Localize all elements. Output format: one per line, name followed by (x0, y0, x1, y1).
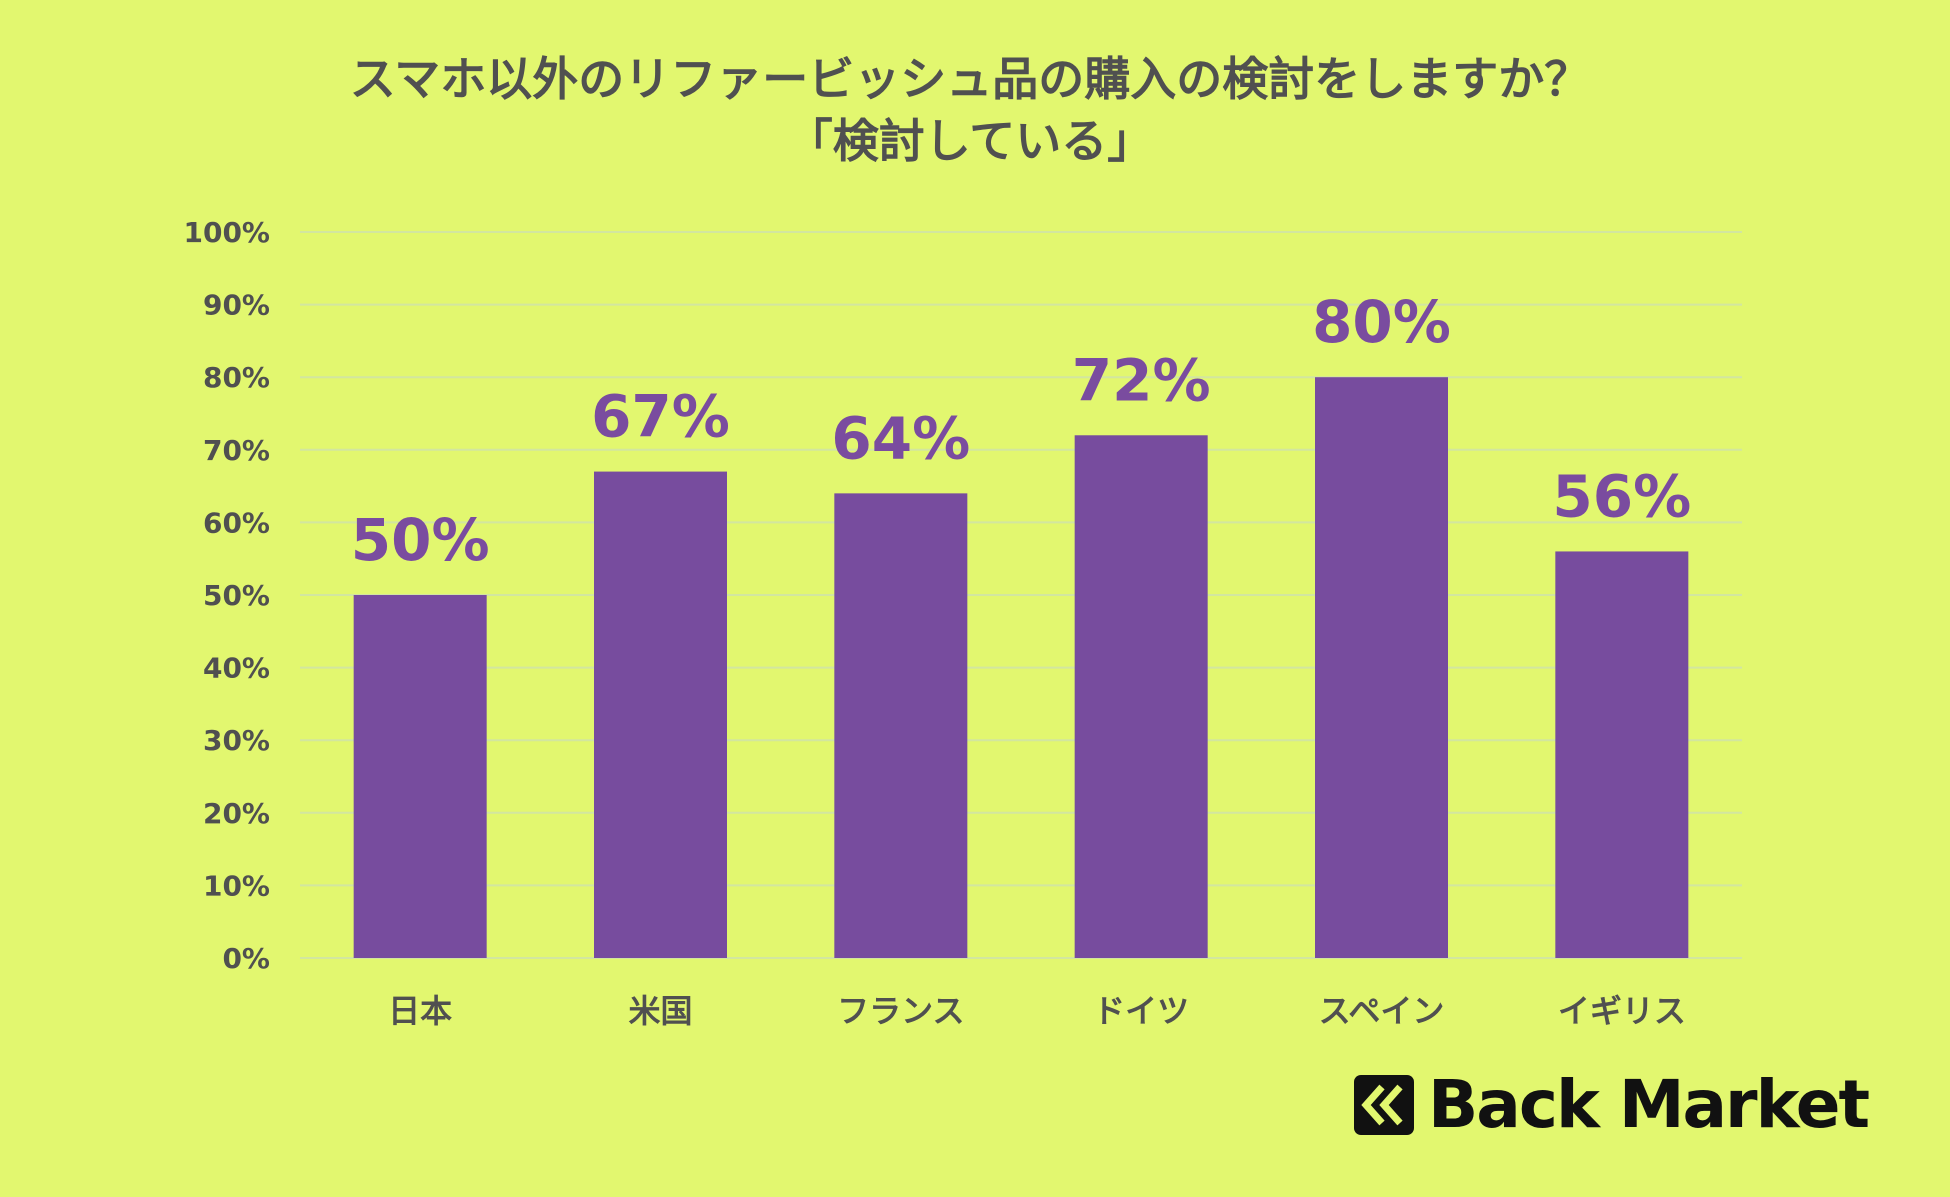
data-label: 56% (1552, 462, 1691, 530)
bar (353, 595, 487, 958)
x-tick-label: 日本 (388, 992, 452, 1030)
chart-title-block: スマホ以外のリファービッシュ品の購入の検討をしますか？ 「検討している」 (0, 48, 1940, 172)
y-tick-label: 80% (203, 361, 270, 394)
y-tick-label: 0% (222, 942, 270, 975)
chart-subtitle: 「検討している」 (786, 114, 1154, 168)
y-tick-label: 50% (203, 579, 270, 612)
y-tick-label: 10% (203, 869, 270, 902)
x-tick-label: イギリス (1558, 992, 1686, 1030)
y-tick-label: 100% (183, 216, 270, 249)
data-label: 64% (831, 404, 970, 472)
bar (1315, 377, 1448, 958)
y-tick-label: 30% (203, 724, 270, 757)
y-tick-label: 20% (203, 797, 270, 830)
y-tick-label: 40% (203, 652, 270, 685)
data-label: 80% (1312, 288, 1451, 356)
bar (594, 471, 727, 958)
bar (1074, 435, 1208, 958)
bar (1555, 551, 1689, 958)
x-tick-label: スペイン (1319, 992, 1445, 1030)
bar (834, 493, 968, 958)
back-market-chevrons-icon (1354, 1075, 1414, 1135)
y-tick-label: 90% (203, 289, 270, 322)
brand-name: Back Market (1428, 1066, 1870, 1143)
data-label: 72% (1072, 346, 1211, 414)
y-tick-label: 70% (203, 434, 270, 467)
y-tick-label: 60% (203, 506, 270, 539)
x-tick-label: 米国 (628, 992, 692, 1030)
x-tick-label: フランス (837, 992, 964, 1030)
x-tick-label: ドイツ (1093, 992, 1189, 1030)
brand-logo: Back Market (1352, 1066, 1870, 1143)
chart-title: スマホ以外のリファービッシュ品の購入の検討をしますか？ (349, 52, 1591, 106)
data-label: 50% (351, 506, 490, 574)
data-label: 67% (591, 383, 730, 451)
